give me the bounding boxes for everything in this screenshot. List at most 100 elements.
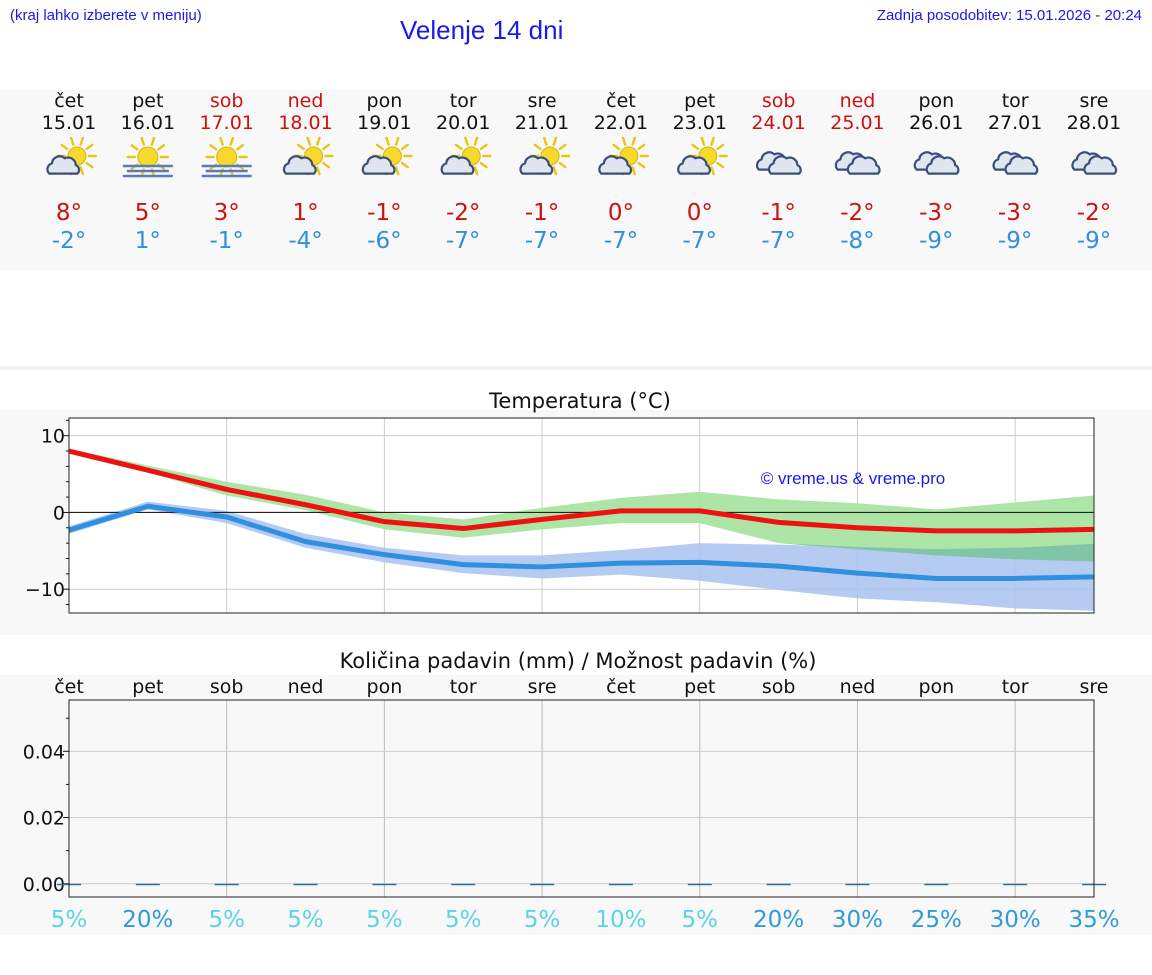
cloud-shape (677, 155, 711, 175)
sun-ray (464, 136, 469, 146)
day-name-label: čet (606, 90, 636, 112)
sun-ray (621, 136, 627, 146)
precipitation-day-label: sob (762, 676, 796, 698)
precipitation-probability-label: 5% (445, 907, 482, 933)
cloud-shape (440, 155, 475, 175)
precipitation-probability-label: 5% (366, 907, 403, 933)
partly-cloudy-sun-icon (440, 136, 492, 176)
cloudy-icon (1071, 151, 1118, 175)
min-temp-label: -7° (525, 228, 559, 254)
min-temp-label: -9° (919, 228, 953, 254)
sun-ray (631, 166, 636, 176)
sun-ray (209, 144, 218, 151)
temperature-ytick-label: 10 (41, 426, 65, 448)
partly-cloudy-sun-icon (677, 136, 728, 176)
min-temp-label: -7° (604, 228, 638, 254)
sun-ray (316, 166, 321, 176)
max-temp-line (68, 448, 1095, 534)
sun-ray (316, 136, 321, 146)
partly-cloudy-sun-icon (282, 136, 334, 176)
temperature-chart-title: Temperatura (°C) (488, 389, 671, 413)
partly-cloudy-sun-icon (46, 136, 98, 176)
day-date-label: 26.01 (909, 112, 963, 134)
day-name-label: ned (288, 90, 324, 112)
sun-fog-icon (201, 136, 252, 178)
divider (0, 366, 1152, 370)
min-temp-label: 1° (135, 228, 161, 254)
precipitation-day-label: pet (132, 676, 163, 698)
cloudy-icon (992, 151, 1039, 175)
precipitation-day-label: tor (1002, 676, 1029, 698)
min-temp-label: -7° (683, 228, 717, 254)
sun-ray (700, 136, 706, 146)
max-temp-label: 8° (56, 200, 82, 226)
location-hint: (kraj lahko izberete v meniju) (10, 7, 202, 24)
cloud-shape (282, 155, 317, 175)
sun-ray (479, 143, 488, 151)
forecast-panel (0, 90, 1152, 270)
max-temp-label: 3° (214, 200, 240, 226)
sun-ray (140, 136, 146, 146)
precipitation-bar (845, 883, 870, 886)
cloud-shape (598, 155, 633, 175)
day-date-label: 22.01 (594, 112, 648, 134)
sun-ray (631, 136, 636, 146)
precipitation-probability-label: 5% (51, 907, 88, 933)
max-temp-label: -2° (446, 200, 480, 226)
precipitation-panel (0, 675, 1152, 935)
precipitation-plot-frame (68, 699, 1095, 898)
cloud-shape (361, 155, 396, 175)
precipitation-probability-label: 25% (911, 907, 962, 933)
precipitation-ytick-label: 0.02 (23, 808, 65, 830)
day-date-label: 16.01 (121, 112, 175, 134)
day-name-label: ned (840, 90, 876, 112)
max-temp-band (69, 448, 1094, 562)
sun-ray (454, 143, 463, 151)
min-temp-label: -9° (1077, 228, 1111, 254)
min-temp-label: -2° (52, 228, 86, 254)
sun-ray (85, 143, 94, 151)
precipitation-probability-label: 35% (1068, 907, 1119, 933)
day-name-label: pon (367, 90, 403, 112)
precipitation-bar (766, 883, 791, 886)
watermark: © vreme.us & vreme.pro (761, 469, 945, 488)
precipitation-day-label: ned (840, 676, 876, 698)
precipitation-probability-label: 5% (287, 907, 324, 933)
day-date-label: 21.01 (515, 112, 569, 134)
precipitation-ytick-label: 0.00 (23, 874, 65, 896)
day-date-label: 25.01 (830, 112, 884, 134)
sun-ray (229, 136, 235, 146)
sun-ray (710, 136, 715, 146)
sun-ray (473, 136, 479, 146)
temp-band-overlap (69, 451, 1094, 562)
sun-ray (473, 166, 479, 176)
sun-ray (375, 143, 384, 151)
day-name-label: pet (132, 90, 163, 112)
sun-ray (322, 143, 331, 151)
day-date-label: 24.01 (751, 112, 805, 134)
sun-ray (612, 143, 621, 151)
precipitation-bar (293, 883, 318, 886)
day-name-label: pet (684, 90, 715, 112)
day-name-label: tor (1002, 90, 1029, 112)
sun-ray (385, 136, 390, 146)
min-temp-label: -8° (840, 228, 874, 254)
last-updated: Zadnja posodobitev: 15.01.2026 - 20:24 (876, 7, 1142, 24)
precipitation-probability-label: 20% (122, 907, 173, 933)
sun-ray (637, 143, 646, 151)
day-date-label: 27.01 (988, 112, 1042, 134)
temperature-plot-frame (68, 417, 1095, 614)
temperature-ytick-label: 0 (53, 502, 65, 524)
min-temp-label: -1° (209, 228, 243, 254)
cloud-shape (1004, 155, 1039, 175)
precipitation-probability-label: 10% (595, 907, 646, 933)
sun-ray (322, 161, 331, 169)
sun-ray (479, 161, 488, 169)
min-temp-label: -4° (288, 228, 322, 254)
min-temp-label: -6° (367, 228, 401, 254)
sun-ray (219, 136, 224, 146)
precipitation-chart-title: Količina padavin (mm) / Možnost padavin … (340, 649, 817, 673)
day-name-label: sob (762, 90, 796, 112)
precipitation-ytick-label: 0.04 (23, 741, 65, 763)
